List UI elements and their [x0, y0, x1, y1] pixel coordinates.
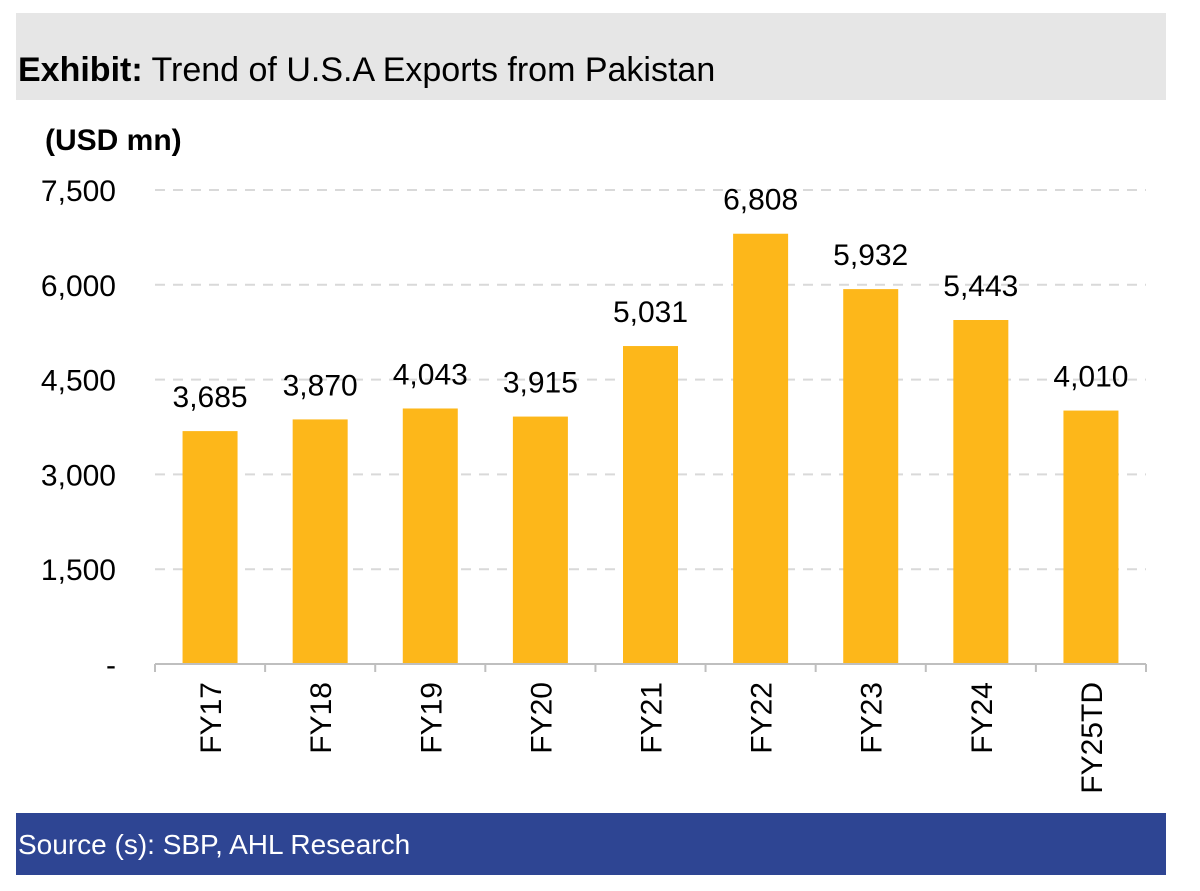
data-label: 3,915: [503, 367, 578, 400]
chart-title: Exhibit: Trend of U.S.A Exports from Pak…: [18, 51, 715, 90]
y-tick-label: -: [106, 649, 116, 682]
bar-fy24: [953, 320, 1009, 664]
bar-fy19: [402, 408, 458, 664]
x-axis: FY17 FY18 FY19 FY20 FY21 FY22 FY23 FY24 FY25TD: [154, 663, 1147, 794]
bar-fy18: [292, 419, 348, 664]
y-tick-label: 3,000: [41, 459, 116, 492]
x-tick-label: FY17: [195, 682, 228, 754]
bar-fy23: [843, 289, 899, 664]
x-tick-label: FY22: [746, 682, 779, 754]
data-label: 4,043: [393, 358, 468, 391]
data-label: 5,932: [833, 239, 908, 272]
source-text: Source (s): SBP, AHL Research: [18, 829, 411, 860]
bar-fy17: [182, 431, 238, 664]
chart-header: Exhibit: Trend of U.S.A Exports from Pak…: [16, 13, 1166, 100]
value-labels: 3,685 3,870 4,043 3,915 5,031 6,808 5,932 5,443…: [173, 184, 1129, 414]
data-label: 5,443: [943, 270, 1018, 303]
bar-fy25td: [1063, 410, 1119, 664]
title-text: Trend of U.S.A Exports from Pakistan: [151, 51, 716, 89]
x-tick-label: FY20: [525, 682, 558, 754]
x-tick-label: FY23: [856, 682, 889, 754]
bar-fy21: [623, 346, 678, 664]
y-tick-label: 4,500: [41, 365, 116, 398]
bars: [182, 233, 1119, 664]
x-tick-label: FY19: [415, 682, 448, 754]
x-tick-label: FY21: [636, 682, 669, 754]
data-label: 4,010: [1053, 361, 1128, 394]
data-label: 3,870: [283, 369, 358, 402]
source-footer: Source (s): SBP, AHL Research: [16, 813, 1166, 875]
x-tick-label: FY24: [966, 682, 999, 754]
bar-fy22: [733, 233, 789, 664]
data-label: 3,685: [173, 381, 248, 414]
x-tick-label: FY18: [305, 682, 338, 754]
y-axis-ticks: - 1,500 3,000 4,500 6,000 7,500: [41, 175, 116, 682]
y-tick-label: 7,500: [41, 175, 116, 208]
y-tick-label: 1,500: [41, 554, 116, 587]
data-label: 5,031: [613, 296, 688, 329]
y-axis-label: (USD mn): [45, 124, 182, 157]
y-tick-label: 6,000: [41, 270, 116, 303]
data-label: 6,808: [723, 184, 798, 217]
title-prefix: Exhibit:: [18, 51, 143, 89]
x-tick-label: FY25TD: [1076, 682, 1109, 794]
bar-fy20: [512, 416, 568, 664]
